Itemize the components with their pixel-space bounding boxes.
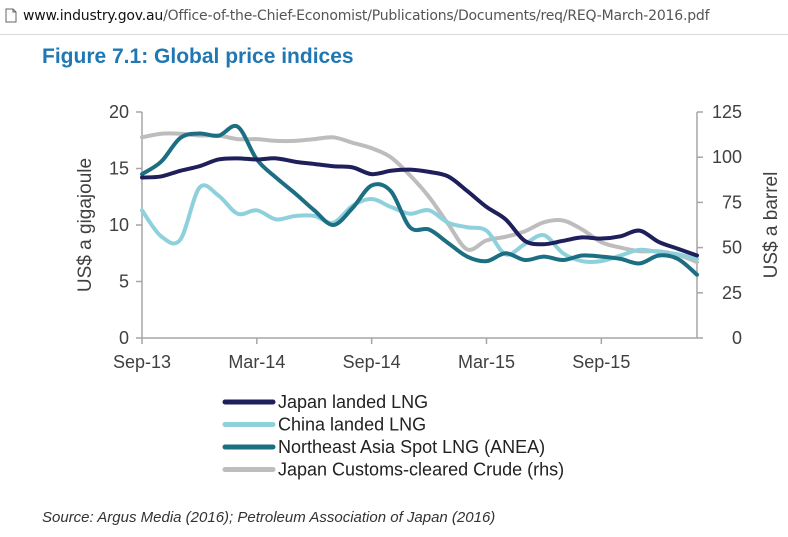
- left-tick-label: 20: [109, 102, 129, 122]
- left-tick-label: 0: [119, 328, 129, 348]
- address-bar[interactable]: www.industry.gov.au/Office-of-the-Chief-…: [0, 0, 788, 35]
- right-tick-label: 100: [712, 147, 742, 167]
- left-tick-label: 10: [109, 215, 129, 235]
- series-lines: [140, 123, 699, 277]
- legend: Japan landed LNG China landed LNGNortheas…: [222, 392, 564, 480]
- right-tick-label: 25: [722, 283, 742, 303]
- legend-item-anea-spot-lng: Northeast Asia Spot LNG (ANEA): [222, 437, 545, 457]
- series-line-japan-crude: [140, 131, 699, 265]
- figure-title: Figure 7.1: Global price indices: [42, 45, 354, 68]
- legend-label: Northeast Asia Spot LNG (ANEA): [278, 437, 545, 457]
- right-tick-label: 50: [722, 238, 742, 258]
- x-tick-label: Sep-15: [572, 352, 630, 372]
- series-line-china-lng: [140, 183, 699, 265]
- legend-item-japan-lng: Japan landed LNG: [222, 392, 428, 412]
- x-tick-label: Mar-14: [228, 352, 285, 372]
- legend-item-japan-crude: Japan Customs-cleared Crude (rhs): [222, 460, 564, 480]
- source-note: Source: Argus Media (2016); Petroleum As…: [42, 509, 496, 526]
- legend-label: China landed LNG: [278, 415, 426, 435]
- right-tick-label: 125: [712, 102, 742, 122]
- series-line-japan-lng: [140, 156, 699, 258]
- legend-label: Japan Customs-cleared Crude (rhs): [278, 460, 564, 480]
- x-tick-label: Sep-13: [113, 352, 171, 372]
- url-host: www.industry.gov.au: [23, 8, 164, 24]
- x-tick-label: Sep-14: [343, 352, 401, 372]
- document-icon: [5, 8, 17, 23]
- y-axis-right-title: US$ a barrel: [761, 172, 782, 279]
- url-path: /Office-of-the-Chief-Economist/Publicati…: [163, 8, 710, 24]
- right-tick-label: 0: [732, 328, 742, 348]
- series-line-anea-spot-lng: [140, 123, 699, 277]
- left-tick-label: 5: [119, 272, 129, 292]
- axes: 0 5 10 15 20 0 25 50 75 100 125 Sep-13 Mar-14 Sep-14 M…: [75, 102, 782, 372]
- legend-label: Japan landed LNG: [278, 392, 428, 412]
- x-tick-label: Mar-15: [458, 352, 515, 372]
- right-tick-label: 75: [722, 192, 742, 212]
- url-text[interactable]: www.industry.gov.au/Office-of-the-Chief-…: [23, 8, 710, 24]
- left-tick-label: 15: [109, 159, 129, 179]
- y-axis-title: US$ a gigajoule: [75, 158, 96, 292]
- legend-item-china-lng: China landed LNG: [222, 415, 426, 435]
